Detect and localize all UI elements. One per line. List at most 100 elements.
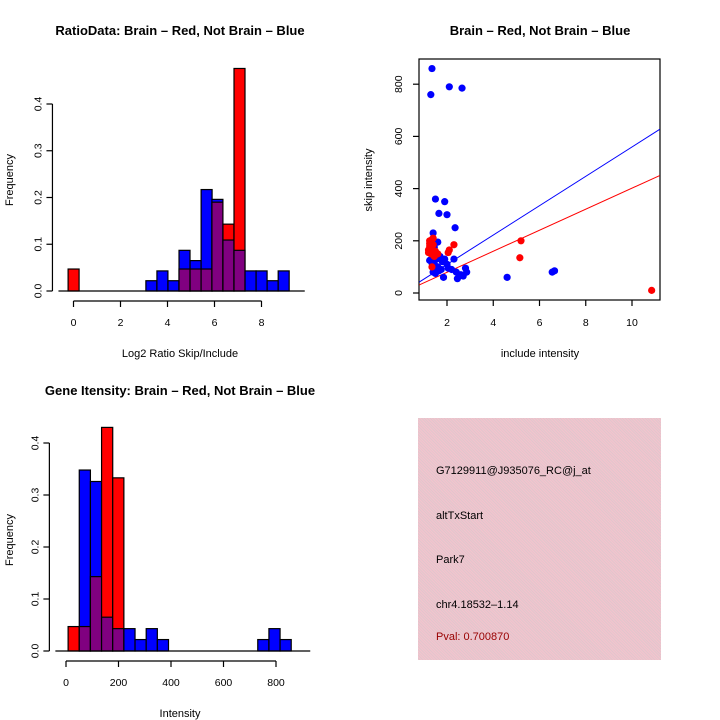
scatter-x-tick-label: 6 — [537, 317, 543, 329]
gene-hist-bar-notbrain — [145, 628, 158, 652]
scatter-x-tick-label: 2 — [444, 317, 450, 329]
gene-hist-bar-overlap — [100, 616, 114, 652]
gene-hist-y-tick-label: 0.3 — [29, 488, 41, 503]
ratio-hist-bar-notbrain — [244, 270, 257, 292]
not-brain-point — [441, 198, 449, 206]
genomic-location: chr4.18532–1.14 — [436, 599, 519, 611]
probe-info-panel: G7129911@J935076_RC@j_at altTxStart Park… — [418, 418, 661, 660]
gene-hist-bar-brain — [112, 477, 125, 652]
ratio-hist-bar-notbrain — [277, 270, 290, 292]
gene-hist-bar-overlap — [78, 625, 92, 652]
brain-point — [450, 241, 458, 249]
ratio-hist-y-tick-label: 0.3 — [32, 143, 44, 158]
ratio-hist-bar-overlap — [178, 268, 191, 292]
ratio-hist-ylabel: Frequency — [4, 154, 16, 206]
scatter-title: Brain – Red, Not Brain – Blue — [450, 23, 631, 38]
ratio-hist-xlabel: Log2 Ratio Skip/Include — [122, 348, 238, 360]
gene-hist-bar-brain — [67, 625, 80, 652]
ratio-hist-bar-overlap — [233, 249, 246, 292]
scatter-points — [424, 64, 656, 294]
scatter-y-tick-label: 200 — [393, 232, 405, 250]
ratio-hist-bar-overlap — [222, 239, 235, 292]
gene-hist-bars — [67, 426, 292, 652]
gene-hist-bar-notbrain — [279, 638, 292, 652]
gene-hist-title: Gene Itensity: Brain – Red, Not Brain – … — [45, 383, 315, 398]
gene-hist-bar-notbrain — [268, 628, 281, 652]
not-brain-point — [428, 64, 436, 73]
not-brain-point — [431, 195, 440, 203]
gene-hist-bar-notbrain — [78, 469, 92, 652]
not-brain-point — [427, 91, 435, 99]
gene-hist-y-tick-label: 0.0 — [29, 644, 41, 659]
not-brain-point — [463, 268, 471, 276]
gene-hist-ylabel: Frequency — [4, 514, 16, 566]
gene-hist-bar-notbrain — [134, 638, 147, 652]
scatter-x-tick-label: 10 — [626, 317, 638, 329]
scatter-xlabel: include intensity — [501, 348, 580, 360]
brain-fit-line — [419, 175, 660, 286]
brain-point — [429, 234, 437, 242]
gene-hist-x-tick-label: 800 — [267, 677, 285, 689]
ratio-histogram-panel: RatioData: Brain – Red, Not Brain – Blue… — [4, 23, 305, 360]
gene-hist-bar-notbrain — [156, 638, 170, 652]
gene-hist-bar-notbrain — [257, 638, 270, 652]
scatter-y-tick-label: 400 — [393, 180, 405, 198]
ratio-hist-bar-brain — [67, 268, 80, 292]
brain-point — [434, 250, 442, 258]
not-brain-point — [435, 267, 443, 275]
not-brain-point — [550, 267, 559, 275]
brain-point — [445, 246, 453, 254]
ratio-hist-axes: 0 2 4 6 8 0.0 0.1 0.2 0.3 0.4 — [32, 97, 305, 329]
gene-hist-xlabel: Intensity — [160, 708, 201, 720]
ratio-hist-bar-notbrain — [255, 270, 268, 292]
ratio-hist-x-tick-label: 4 — [165, 317, 171, 329]
gene-name: Park7 — [436, 554, 465, 566]
brain-point — [517, 237, 525, 245]
gene-hist-bar-overlap — [112, 628, 125, 652]
gene-hist-y-tick-label: 0.2 — [29, 540, 41, 555]
gene-hist-x-tick-label: 200 — [110, 677, 128, 689]
not-brain-point — [458, 84, 466, 92]
ratio-hist-x-tick-label: 6 — [212, 317, 218, 329]
ratio-hist-bar-notbrain — [156, 270, 169, 292]
p-value: Pval: 0.700870 — [436, 631, 510, 643]
ratio-hist-y-tick-label: 0.0 — [32, 284, 44, 299]
not-brain-point — [450, 255, 458, 263]
ratio-hist-y-tick-label: 0.2 — [32, 190, 44, 205]
gene-hist-y-tick-label: 0.4 — [29, 436, 41, 451]
not-brain-point — [445, 83, 453, 91]
event-type: altTxStart — [436, 510, 484, 522]
ratio-hist-y-tick-label: 0.4 — [32, 97, 44, 112]
ratio-hist-bar-notbrain — [266, 280, 279, 292]
ratio-hist-x-tick-label: 2 — [118, 317, 124, 329]
ratio-hist-x-tick-label: 8 — [259, 317, 265, 329]
not-brain-fit-line — [418, 128, 661, 283]
gene-hist-x-tick-label: 400 — [162, 677, 180, 689]
scatter-axes: 2 4 6 8 10 0 200 400 600 800 — [393, 75, 638, 329]
scatter-y-tick-label: 800 — [393, 75, 405, 93]
ratio-hist-y-tick-label: 0.1 — [32, 237, 44, 252]
gene-hist-y-tick-label: 0.1 — [29, 592, 41, 607]
not-brain-point — [439, 273, 448, 281]
scatter-x-tick-label: 4 — [490, 317, 496, 329]
ratio-hist-bar-notbrain — [167, 280, 180, 292]
not-brain-point — [503, 273, 511, 281]
not-brain-point — [443, 211, 451, 219]
gene-histogram-panel: Gene Itensity: Brain – Red, Not Brain – … — [4, 383, 315, 720]
ratio-hist-bars — [67, 67, 290, 292]
probe-id: G7129911@J935076_RC@j_at — [436, 465, 591, 477]
ratio-hist-title: RatioData: Brain – Red, Not Brain – Blue — [55, 23, 304, 38]
brain-point — [516, 254, 524, 262]
brain-point — [428, 263, 436, 271]
ratio-hist-bar-overlap — [211, 201, 224, 292]
scatter-y-tick-label: 0 — [393, 290, 405, 296]
ratio-hist-bar-overlap — [189, 268, 202, 292]
gene-hist-x-tick-label: 600 — [215, 677, 233, 689]
ratio-hist-bar-notbrain — [145, 280, 158, 292]
not-brain-point — [435, 209, 443, 217]
not-brain-point — [451, 224, 459, 232]
gene-hist-bar-notbrain — [123, 628, 136, 652]
scatter-fit-lines — [418, 128, 661, 286]
scatter-y-tick-label: 600 — [393, 127, 405, 145]
